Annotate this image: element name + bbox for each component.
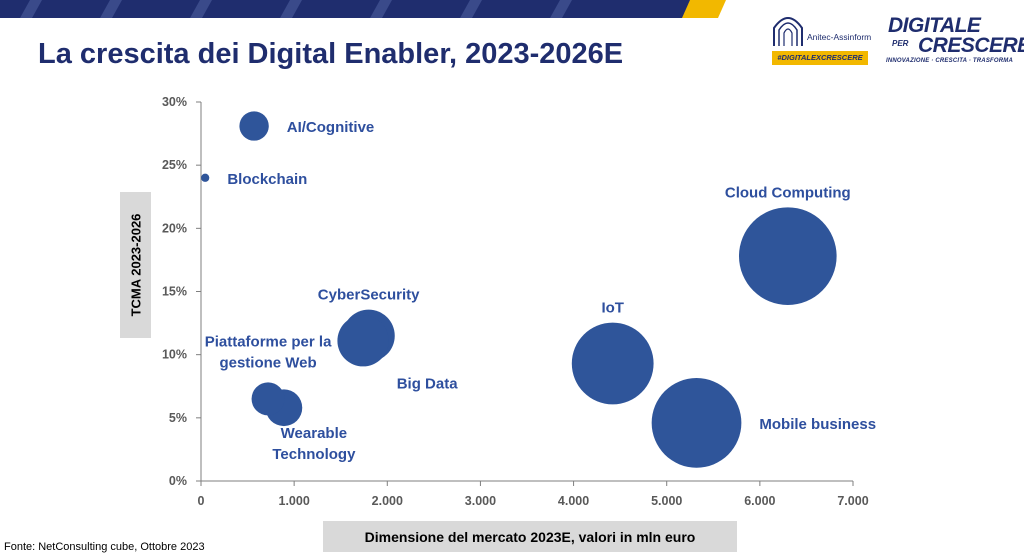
- band-dark-segment: [0, 0, 700, 18]
- bubble-point: [651, 378, 742, 468]
- bubble-point: [201, 173, 210, 182]
- x-tick-label: 5.000: [651, 494, 682, 508]
- anitec-hashtag: #DIGITALEXCRESCERE: [772, 51, 868, 65]
- x-tick-label: 0: [198, 494, 205, 508]
- bubble-label: AI/Cognitive: [287, 119, 375, 136]
- y-tick-label: 15%: [162, 285, 187, 299]
- chart-axes: [196, 101, 854, 486]
- y-axis-title-box: TCMA 2023-2026: [120, 192, 151, 338]
- band-gold-segment: [682, 0, 726, 18]
- bubble-label: Big Data: [397, 375, 459, 392]
- bubble-point: [738, 207, 837, 305]
- chart-bubbles: [201, 111, 837, 468]
- brand-per: PER: [892, 39, 909, 48]
- band-stripe: [550, 0, 572, 18]
- band-stripe: [370, 0, 392, 18]
- chart-bubble-labels: AI/Cognitive Blockchain Cloud Computing Cyb…: [205, 119, 876, 463]
- anitec-assinform-logo: Anitec-Assinform #DIGITALEXCRESCERE: [772, 14, 872, 65]
- y-tick-label: 20%: [162, 221, 187, 235]
- bubble-label: Mobile business: [759, 416, 876, 433]
- bubble-label-line: Piattaforme per la: [205, 333, 332, 350]
- band-stripe: [460, 0, 482, 18]
- bubble-label-line: Cloud Computing: [725, 184, 851, 201]
- top-decorative-band: [0, 0, 1024, 18]
- x-tick-label: 6.000: [744, 494, 775, 508]
- bubble-point: [337, 315, 389, 367]
- bubble-label: Wearable Technology: [272, 425, 356, 463]
- x-tick-label: 2.000: [372, 494, 403, 508]
- page-title: La crescita dei Digital Enabler, 2023-20…: [38, 38, 624, 70]
- bubble-label-line: Mobile business: [759, 416, 876, 433]
- brand-line2: CRESCERE: [918, 34, 1024, 57]
- x-axis-title-box: Dimensione del mercato 2023E, valori in …: [323, 521, 737, 552]
- x-axis-title: Dimensione del mercato 2023E, valori in …: [364, 528, 696, 545]
- x-tick-label: 3.000: [465, 494, 496, 508]
- bubble-point: [571, 322, 654, 405]
- bubble-label: Cloud Computing: [725, 184, 851, 201]
- x-tick-label: 7.000: [837, 494, 868, 508]
- y-axis-title: TCMA 2023-2026: [128, 213, 143, 317]
- bubble-label: Blockchain: [227, 171, 307, 188]
- band-stripe: [190, 0, 212, 18]
- x-tick-label: 1.000: [279, 494, 310, 508]
- bubble-label-line: CyberSecurity: [318, 287, 420, 304]
- y-tick-label: 30%: [162, 95, 187, 109]
- brand-line1: DIGITALE: [888, 14, 981, 37]
- band-stripe: [100, 0, 122, 18]
- brand-tagline: INNOVAZIONE · CRESCITA · TRASFORMA: [886, 58, 1014, 64]
- band-stripe: [20, 0, 42, 18]
- bubble-label-line: Wearable: [281, 425, 347, 442]
- anitec-name: Anitec-Assinform: [807, 32, 872, 42]
- y-tick-label: 5%: [169, 411, 187, 425]
- source-note: Fonte: NetConsulting cube, Ottobre 2023: [4, 541, 205, 553]
- bubble-label-line: Big Data: [397, 375, 459, 392]
- logo-arch-icon: [773, 17, 803, 46]
- y-tick-label: 10%: [162, 348, 187, 362]
- band-stripe: [280, 0, 302, 18]
- bubble-label: IoT: [601, 300, 624, 317]
- bubble-label-line: Blockchain: [227, 171, 307, 188]
- digitale-per-crescere-logo: DIGITALE PER CRESCERE INNOVAZIONE · CRES…: [884, 12, 1024, 68]
- bubble-label-line: gestione Web: [219, 354, 316, 371]
- bubble-label-line: IoT: [601, 300, 624, 317]
- bubble-label-line: AI/Cognitive: [287, 119, 375, 136]
- chart-tick-labels: 0% 5% 10% 15% 20% 25% 30% 0 1.000 2.000 3.000 4.000…: [162, 95, 869, 508]
- bubble-label-line: Technology: [272, 446, 356, 463]
- bubble-label: CyberSecurity: [318, 287, 420, 304]
- bubble-point: [251, 382, 285, 416]
- x-tick-label: 4.000: [558, 494, 589, 508]
- bubble-point: [239, 111, 269, 141]
- y-tick-label: 0%: [169, 474, 187, 488]
- bubble-label: Piattaforme per la gestione Web: [205, 333, 332, 371]
- y-tick-label: 25%: [162, 158, 187, 172]
